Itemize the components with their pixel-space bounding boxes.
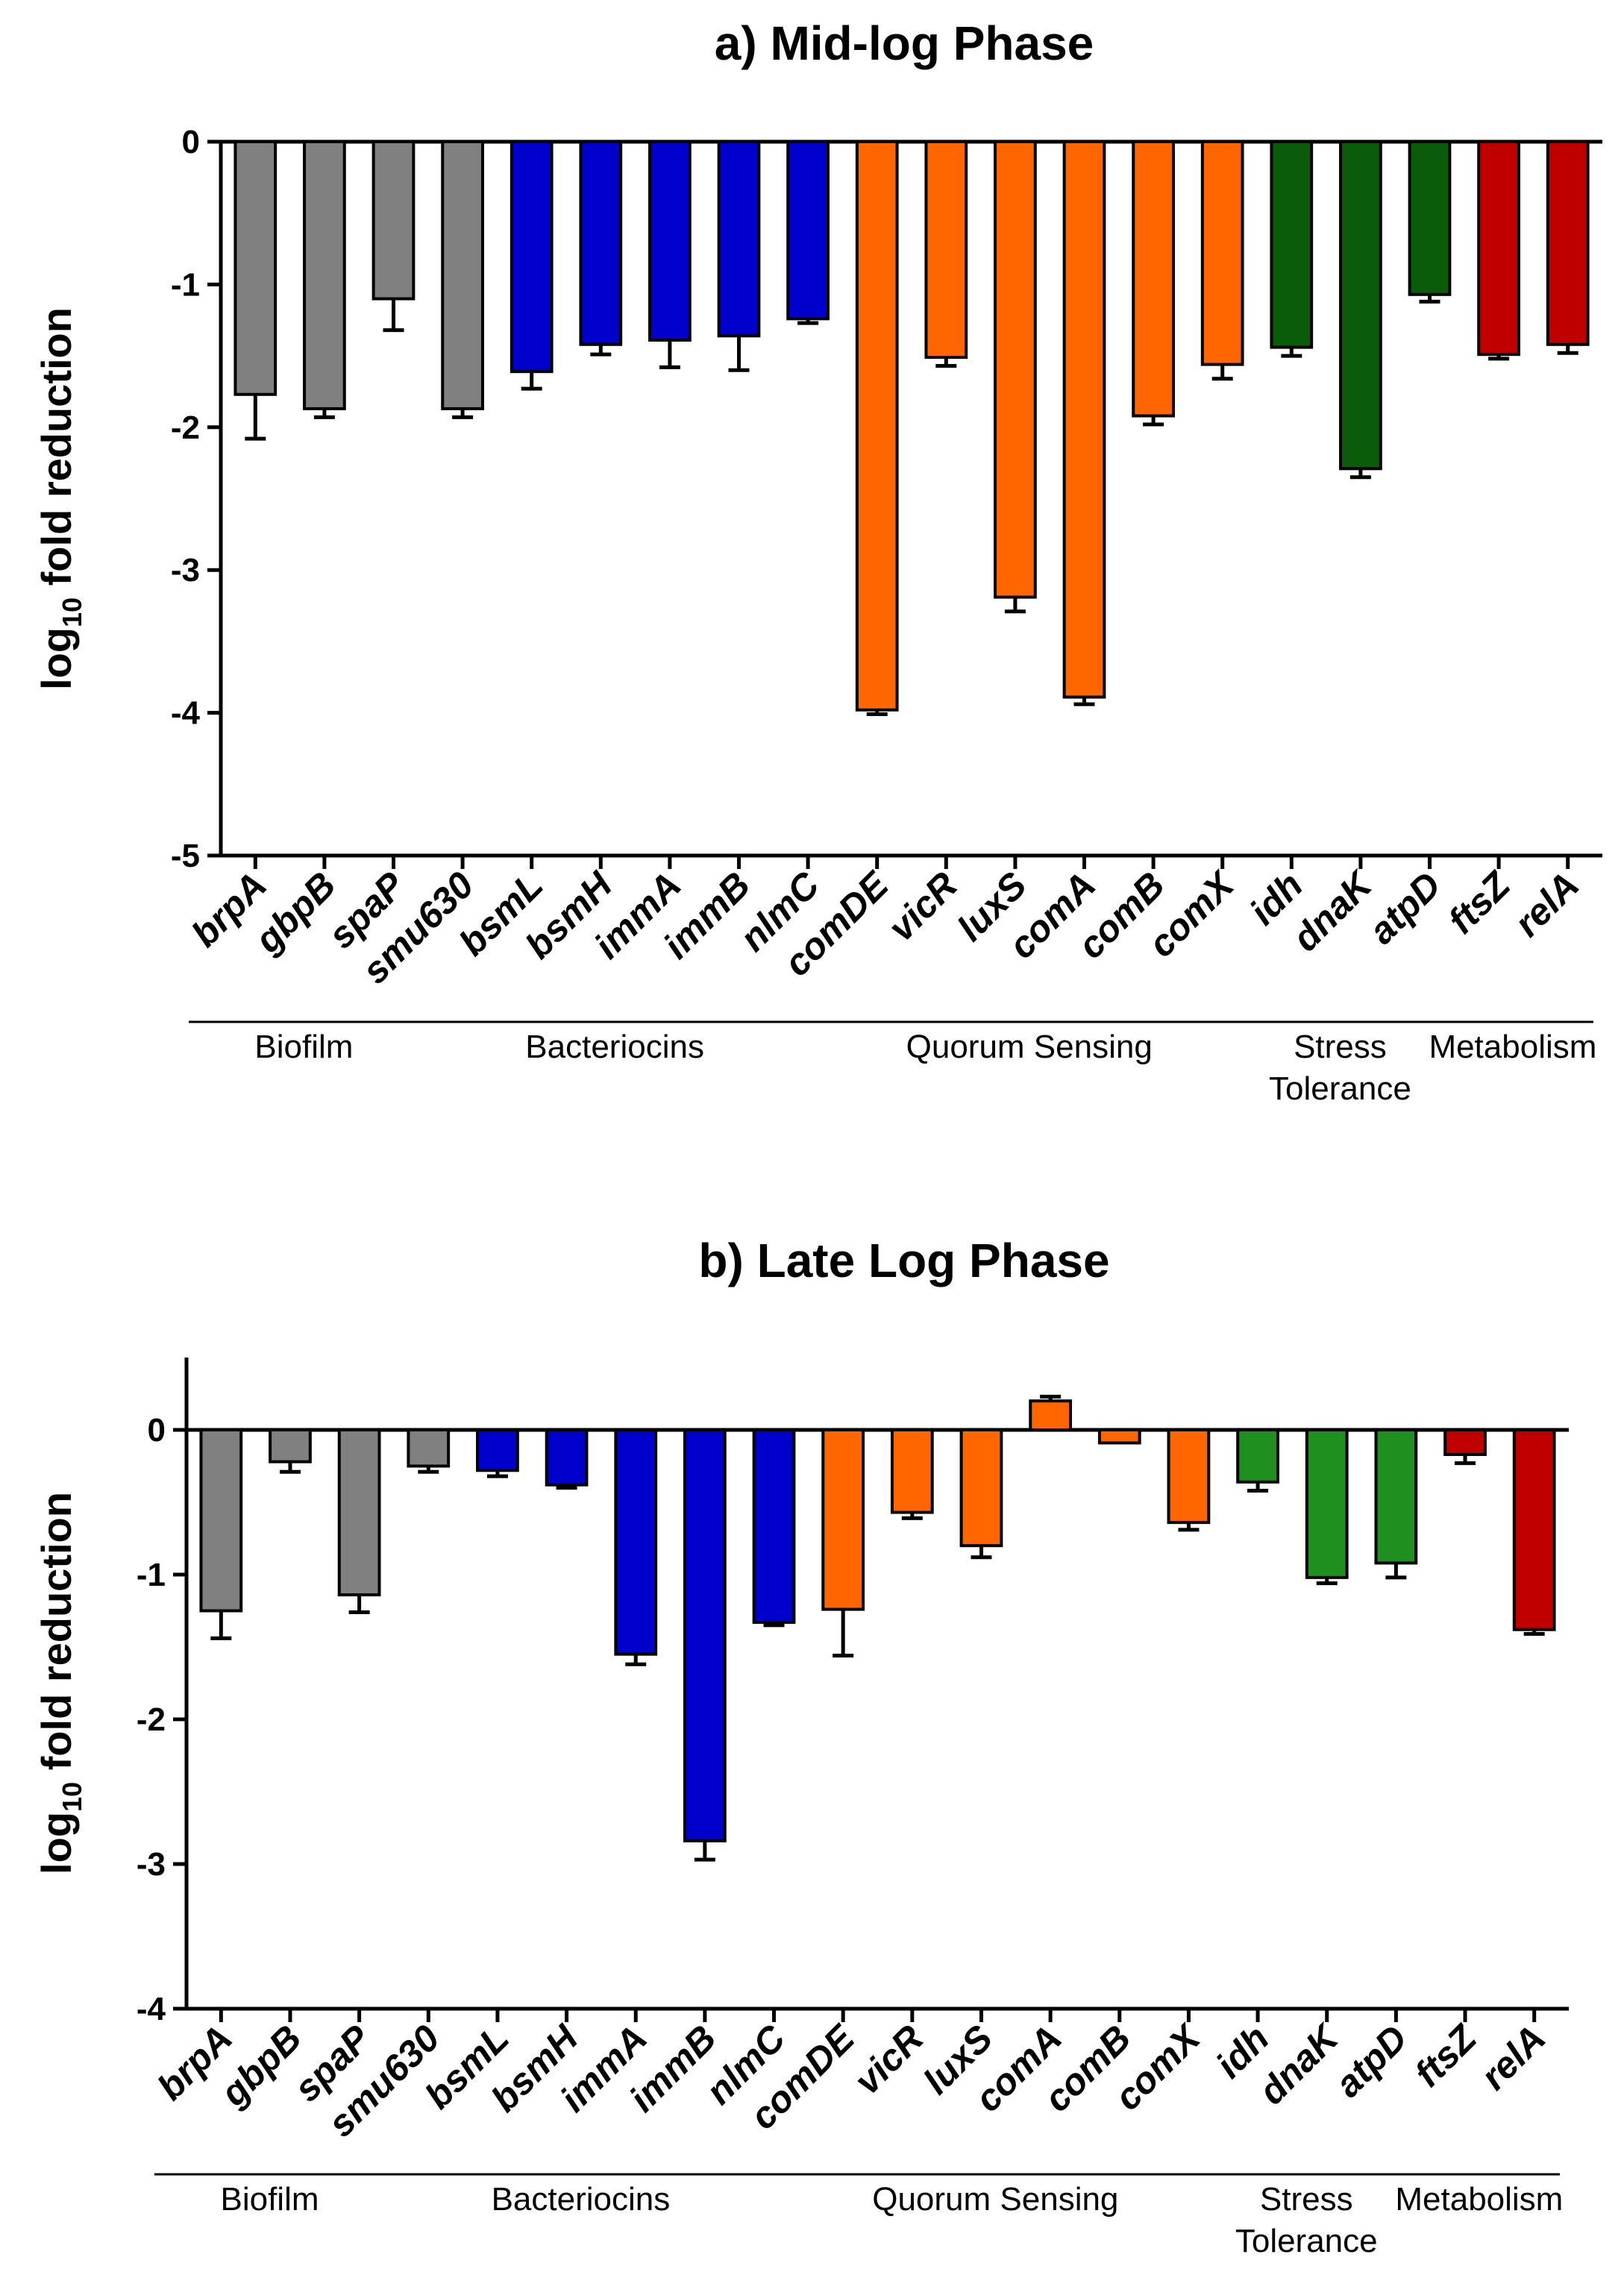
bar-luxS (994, 140, 1037, 599)
x-tick-label: ftsZ (1440, 862, 1519, 941)
group-label: Metabolism (1395, 2181, 1563, 2218)
bar-atpD (1408, 140, 1452, 296)
group-label: Metabolism (1429, 1029, 1596, 1065)
x-tick-label: vicR (880, 864, 965, 949)
bar-ftsZ (1443, 1428, 1487, 1456)
group-label: Tolerance (1235, 2223, 1378, 2259)
group-label: Biofilm (220, 2181, 319, 2218)
y-tick-label: -1 (171, 266, 200, 303)
bar-immB (717, 140, 761, 338)
bar-atpD (1374, 1428, 1418, 1565)
bar-bsmL (510, 140, 554, 374)
panel-mid-log: a) Mid-log Phase log10 fold reduction 0 -1 -… (33, 16, 1602, 1107)
bar-nlmC (752, 1428, 796, 1625)
group-label: Stress (1294, 1029, 1387, 1065)
bar-comX (1167, 1428, 1211, 1525)
y-tick-label: -3 (137, 1846, 166, 1883)
y-tick-label: -2 (171, 410, 200, 446)
group-label: Quorum Sensing (906, 1029, 1153, 1065)
y-tick-label: -3 (171, 552, 200, 589)
bar-bsmH (579, 140, 623, 346)
group-label: Biofilm (254, 1029, 353, 1065)
bar-immB (683, 1428, 727, 1842)
x-tick-label: gbpB (212, 2017, 310, 2115)
bar-comB (1132, 140, 1175, 418)
x-tick-label: atpD (1361, 864, 1449, 952)
bar-luxS (959, 1428, 1003, 1548)
bar-bsmH (545, 1428, 589, 1487)
bar-spaP (337, 1428, 381, 1597)
bar-comDE (855, 140, 899, 712)
x-tick-label: relA (1506, 864, 1587, 944)
y-axis-label: log10 fold reduction (33, 1492, 87, 1874)
x-tick-label: atpD (1327, 2017, 1415, 2105)
bar-relA (1546, 140, 1590, 346)
group-label: Tolerance (1269, 1070, 1411, 1107)
bar-gbpB (303, 140, 346, 410)
x-tick-label: dnaK (1285, 862, 1382, 959)
bar-ftsZ (1477, 140, 1520, 357)
bar-comA (1029, 1399, 1072, 1431)
bar-idh (1270, 140, 1314, 349)
y-tick-label: -1 (137, 1557, 166, 1593)
y-tick-label: 0 (148, 1412, 166, 1449)
bar-immA (648, 140, 692, 342)
bar-immA (614, 1428, 658, 1656)
panel-late-log: b) Late Log Phase log10 fold reduction 0 -1… (33, 1234, 1569, 2259)
group-label: Bacteriocins (525, 1029, 704, 1065)
x-tick-label: ftsZ (1406, 2015, 1485, 2094)
bar-brpA (199, 1428, 243, 1613)
bar-dnaK (1305, 1428, 1349, 1579)
x-tick-label: gbpB (246, 864, 344, 961)
bar-comX (1200, 140, 1244, 366)
bar-dnaK (1339, 140, 1382, 471)
bar-comDE (821, 1428, 865, 1611)
bar-vicR (924, 140, 968, 360)
bar-idh (1236, 1428, 1279, 1484)
bar-spaP (371, 140, 416, 301)
group-label: Stress (1260, 2181, 1353, 2218)
chart-title: a) Mid-log Phase (715, 16, 1094, 70)
bar-smu630 (407, 1428, 451, 1468)
y-tick-label: -4 (137, 1991, 166, 2027)
bar-comB (1097, 1428, 1141, 1445)
y-axis-label: log10 fold reduction (33, 307, 87, 690)
bar-brpA (233, 140, 278, 396)
y-tick-label: -5 (171, 838, 200, 874)
bar-nlmC (786, 140, 830, 321)
group-label: Bacteriocins (492, 2181, 671, 2218)
y-tick-label: 0 (182, 124, 200, 160)
bar-gbpB (269, 1428, 312, 1463)
bar-comA (1062, 140, 1106, 699)
bar-bsmL (476, 1428, 519, 1472)
bar-relA (1512, 1428, 1556, 1631)
bar-smu630 (441, 140, 484, 410)
x-tick-label: vicR (846, 2017, 931, 2102)
y-tick-label: -2 (137, 1701, 166, 1738)
group-label: Quorum Sensing (872, 2181, 1118, 2218)
x-tick-label: relA (1473, 2017, 1553, 2097)
x-tick-label: dnaK (1251, 2015, 1349, 2112)
y-tick-label: -4 (171, 695, 201, 732)
chart-title: b) Late Log Phase (698, 1234, 1109, 1287)
bar-vicR (890, 1428, 934, 1514)
